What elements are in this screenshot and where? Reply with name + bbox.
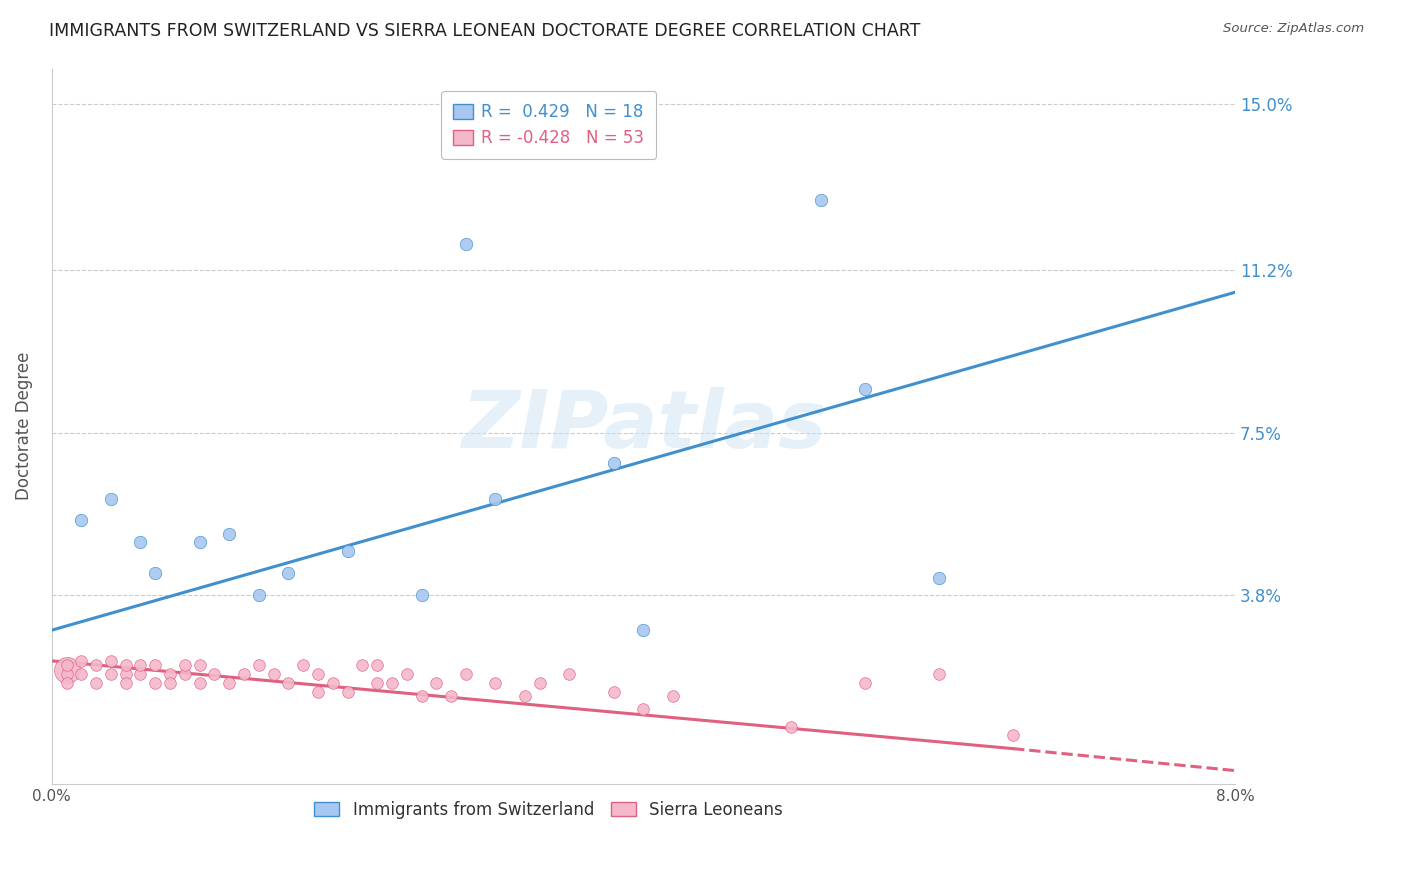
Legend: Immigrants from Switzerland, Sierra Leoneans: Immigrants from Switzerland, Sierra Leon… <box>308 794 790 825</box>
Point <box>247 588 270 602</box>
Point <box>277 675 299 690</box>
Point <box>558 667 581 681</box>
Point <box>247 658 270 673</box>
Y-axis label: Doctorate Degree: Doctorate Degree <box>15 352 32 500</box>
Point <box>100 654 122 668</box>
Point <box>633 623 655 637</box>
Point <box>55 667 77 681</box>
Point <box>143 658 166 673</box>
Point <box>440 689 463 703</box>
Point <box>114 667 136 681</box>
Point <box>454 237 477 252</box>
Point <box>218 675 240 690</box>
Point <box>114 658 136 673</box>
Point <box>411 689 433 703</box>
Point <box>603 457 626 471</box>
Point <box>780 720 803 734</box>
Point <box>411 588 433 602</box>
Point <box>454 667 477 681</box>
Point <box>188 658 211 673</box>
Point <box>366 675 388 690</box>
Point <box>928 570 950 584</box>
Point <box>633 702 655 716</box>
Point <box>84 658 107 673</box>
Point <box>336 684 359 698</box>
Point <box>204 667 226 681</box>
Point <box>395 667 418 681</box>
Point <box>277 566 299 581</box>
Point <box>55 658 77 673</box>
Point <box>322 675 344 690</box>
Point <box>928 667 950 681</box>
Point <box>263 667 285 681</box>
Point <box>1002 729 1025 743</box>
Point <box>352 658 374 673</box>
Point <box>129 658 152 673</box>
Point <box>70 513 93 527</box>
Point <box>114 675 136 690</box>
Text: IMMIGRANTS FROM SWITZERLAND VS SIERRA LEONEAN DOCTORATE DEGREE CORRELATION CHART: IMMIGRANTS FROM SWITZERLAND VS SIERRA LE… <box>49 22 921 40</box>
Point <box>853 382 876 396</box>
Point <box>188 535 211 549</box>
Point <box>143 675 166 690</box>
Point <box>810 193 832 207</box>
Point <box>173 667 195 681</box>
Point <box>55 675 77 690</box>
Point <box>159 675 181 690</box>
Point <box>188 675 211 690</box>
Point <box>129 535 152 549</box>
Point <box>529 675 551 690</box>
Point <box>366 658 388 673</box>
Point <box>159 667 181 681</box>
Point <box>307 684 329 698</box>
Point <box>336 544 359 558</box>
Text: Source: ZipAtlas.com: Source: ZipAtlas.com <box>1223 22 1364 36</box>
Point <box>603 684 626 698</box>
Point <box>55 663 77 677</box>
Point <box>307 667 329 681</box>
Point <box>84 675 107 690</box>
Point <box>381 675 404 690</box>
Point <box>218 526 240 541</box>
Point <box>853 675 876 690</box>
Point <box>129 667 152 681</box>
Point <box>100 491 122 506</box>
Point <box>662 689 685 703</box>
Point <box>173 658 195 673</box>
Point <box>70 654 93 668</box>
Text: ZIPatlas: ZIPatlas <box>461 387 825 465</box>
Point <box>70 667 93 681</box>
Point <box>513 689 536 703</box>
Point <box>233 667 256 681</box>
Point <box>425 675 447 690</box>
Point <box>484 491 506 506</box>
Point <box>292 658 315 673</box>
Point <box>143 566 166 581</box>
Point <box>100 667 122 681</box>
Point <box>484 675 506 690</box>
